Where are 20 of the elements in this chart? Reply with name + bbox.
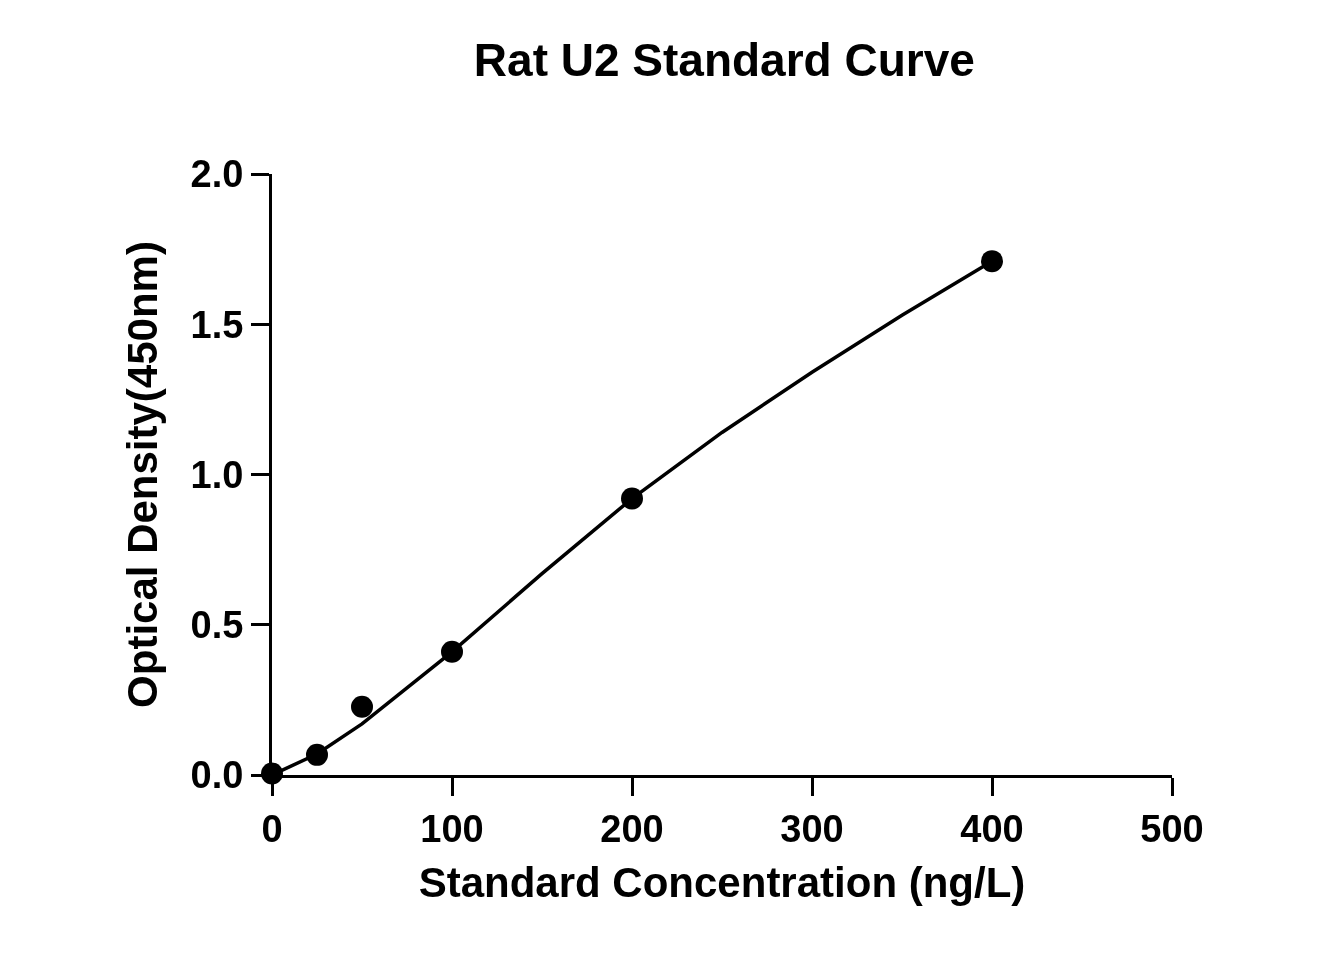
x-tick-label: 500 <box>1140 807 1204 850</box>
y-tick-label: 2.0 <box>190 153 244 196</box>
x-axis-title: Standard Concentration (ng/L) <box>418 859 1026 907</box>
x-tick-label: 400 <box>960 807 1024 850</box>
y-axis-title: Optical Density(450nm) <box>119 241 167 708</box>
point <box>981 250 1003 273</box>
x-tick-label: 100 <box>420 807 484 850</box>
y-tick-label: 0.5 <box>190 604 244 647</box>
point <box>306 743 328 766</box>
point <box>441 640 463 663</box>
chart-title: Rat U2 Standard Curve <box>473 34 975 87</box>
point <box>351 695 373 718</box>
x-tick-label: 0 <box>261 807 283 850</box>
y-tick-label: 0.0 <box>190 754 244 797</box>
point <box>261 762 283 785</box>
x-tick-label: 200 <box>600 807 664 850</box>
point <box>621 487 643 510</box>
y-tick-label: 1.0 <box>190 453 244 496</box>
y-tick-label: 1.5 <box>190 303 244 346</box>
x-tick-label: 300 <box>780 807 844 850</box>
